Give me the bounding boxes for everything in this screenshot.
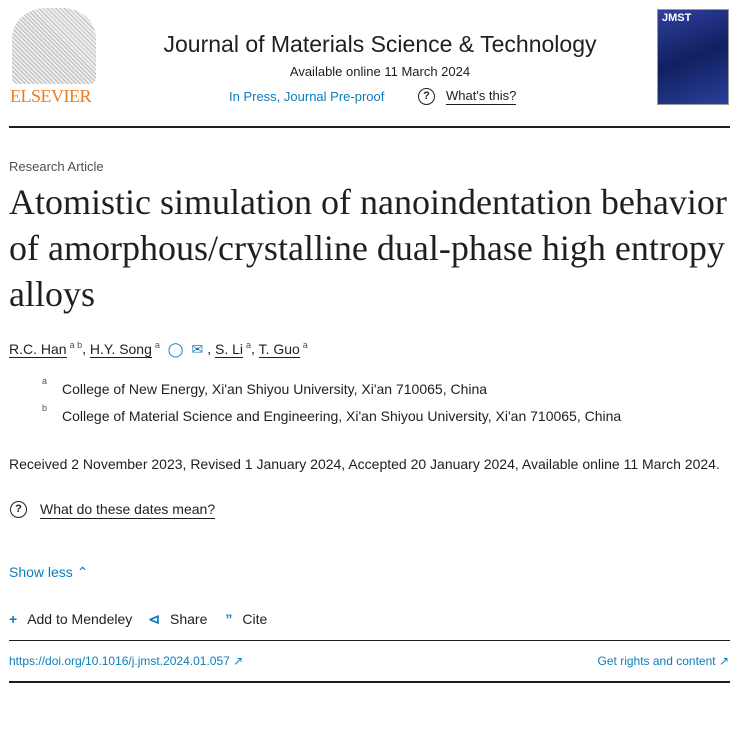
elsevier-wordmark: ELSEVIER — [10, 86, 92, 106]
article-type: Research Article — [9, 159, 104, 174]
email-icon[interactable]: ✉ — [191, 340, 204, 357]
person-icon[interactable]: ◯ — [167, 340, 184, 357]
author-link[interactable]: T. Guo — [258, 340, 300, 358]
external-link-icon: ↗ — [718, 653, 729, 668]
help-icon[interactable]: ? — [418, 88, 435, 105]
affiliation-text: College of Material Science and Engineer… — [62, 407, 622, 424]
in-press-link[interactable]: In Press, Journal Pre-proof — [229, 89, 385, 104]
quote-icon: ” — [225, 610, 233, 627]
article-title: Atomistic simulation of nanoindentation … — [9, 182, 727, 314]
divider — [9, 126, 730, 128]
elsevier-logo[interactable]: ELSEVIER — [10, 8, 96, 106]
article-dates: Received 2 November 2023, Revised 1 Janu… — [9, 455, 720, 472]
chevron-up-icon: ⌃ — [76, 563, 89, 580]
elsevier-tree-icon — [12, 8, 96, 84]
show-less-button[interactable]: Show less ⌃ — [9, 563, 89, 580]
dates-help-link[interactable]: What do these dates mean? — [40, 500, 216, 519]
external-link-icon: ↗ — [233, 653, 244, 668]
author-link[interactable]: R.C. Han — [9, 340, 67, 358]
affiliation: a College of New Energy, Xi'an Shiyou Uni… — [42, 375, 730, 399]
author-link[interactable]: S. Li — [214, 340, 243, 358]
journal-title-link[interactable]: Journal of Materials Science & Technolog… — [163, 31, 597, 57]
affiliation-label: a — [42, 375, 48, 386]
plus-icon: + — [9, 610, 18, 627]
add-to-mendeley-button[interactable]: Add to Mendeley — [27, 610, 133, 627]
dates-help: ? What do these dates mean? — [9, 500, 730, 519]
author-link[interactable]: H.Y. Song — [89, 340, 152, 358]
share-button[interactable]: Share — [170, 610, 208, 627]
journal-header: ELSEVIER Journal of Materials Science & … — [0, 0, 742, 126]
author-affiliation-marker: a — [154, 340, 160, 350]
help-icon[interactable]: ? — [10, 500, 27, 518]
affiliation-text: College of New Energy, Xi'an Shiyou Univ… — [62, 380, 488, 397]
author-list: R.C. Han a b, H.Y. Song a ◯ ✉, S. Li a, T. G… — [9, 340, 308, 358]
cite-button[interactable]: Cite — [242, 610, 268, 627]
article-actions: + Add to Mendeley ⊲ Share ” Cite — [9, 610, 730, 628]
author-affiliation-marker: a — [302, 340, 308, 350]
divider — [9, 639, 730, 641]
get-rights-link[interactable]: Get rights and content ↗ — [597, 653, 729, 668]
journal-cover-image[interactable]: JMST — [657, 9, 729, 105]
whats-this-link[interactable]: What's this? — [446, 88, 517, 105]
article-links: https://doi.org/10.1016/j.jmst.2024.01.0… — [0, 641, 742, 681]
author-affiliation-marker: a b — [69, 340, 83, 350]
affiliation-label: b — [42, 402, 48, 413]
share-icon: ⊲ — [148, 610, 160, 627]
divider — [9, 680, 730, 683]
author-affiliation-marker: a — [246, 340, 252, 350]
affiliation: b College of Material Science and Enginee… — [42, 402, 730, 426]
doi-link[interactable]: https://doi.org/10.1016/j.jmst.2024.01.0… — [9, 653, 244, 668]
available-online: Available online 11 March 2024 — [289, 64, 471, 79]
